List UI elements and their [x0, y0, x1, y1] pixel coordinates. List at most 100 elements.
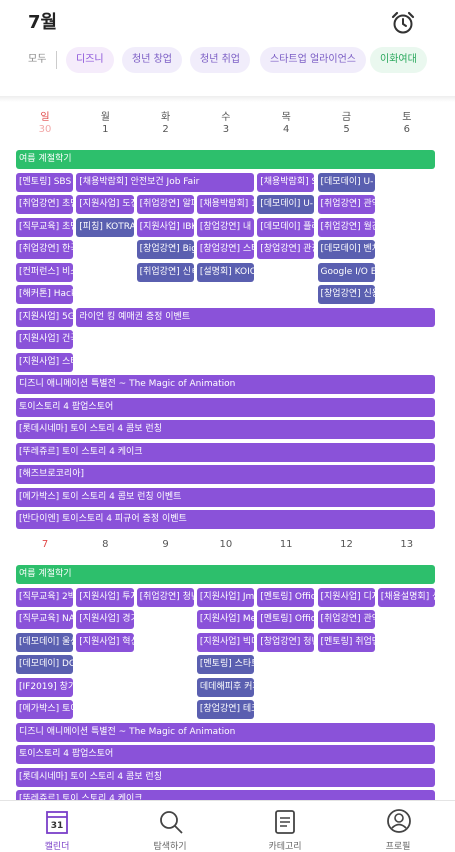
date-label: 30: [38, 124, 52, 135]
event-bar[interactable]: [멘토링] Offic: [257, 610, 315, 629]
event-bar[interactable]: [지원사업] 도전: [76, 195, 134, 214]
event-bar[interactable]: 토이스토리 4 팝업스토어: [16, 397, 436, 417]
event-bar[interactable]: [채용박람회] 1: [196, 195, 255, 214]
weekday-label: 화: [160, 112, 171, 123]
event-bar[interactable]: [취업강연] 관악: [317, 610, 375, 629]
event-bar[interactable]: [창업강연] 테크: [196, 700, 255, 719]
weekday-label: 수: [221, 112, 231, 123]
event-bar[interactable]: [데모데이] 벤처: [317, 240, 375, 259]
date-label: 11: [279, 539, 293, 550]
event-bar[interactable]: 여름 계절학기: [16, 565, 436, 584]
event-bar[interactable]: [데모데이] 울산: [16, 632, 74, 652]
date-label: 8: [102, 539, 109, 550]
event-bar[interactable]: [직무교육] 2박: [16, 587, 74, 607]
event-bar[interactable]: [메가박스] 토이: [16, 700, 74, 719]
event-bar[interactable]: [멘토링] SBS 1: [16, 172, 74, 192]
event-bar[interactable]: [취업강연] 초단: [16, 195, 74, 214]
event-bar[interactable]: [지원사업] 스타: [16, 352, 74, 372]
event-bar[interactable]: [지원사업] 빅데: [196, 632, 255, 652]
event-bar[interactable]: 라이언 킹 예매권 증정 이벤트: [76, 307, 436, 327]
filter-chip[interactable]: 청년 취업: [190, 47, 250, 73]
event-bar[interactable]: [데모데이] U-: [257, 195, 315, 214]
event-bar[interactable]: [해커톤] Hack: [16, 285, 74, 304]
event-bar[interactable]: [반다이엔] 토이스토리 4 피규어 증정 이벤트: [16, 510, 436, 529]
event-bar[interactable]: [직무교육] 초민: [16, 217, 74, 237]
search-icon[interactable]: [158, 809, 184, 835]
event-bar[interactable]: [컨퍼런스] 비스: [16, 262, 74, 282]
filter-chip[interactable]: 청년 창업: [122, 47, 182, 73]
filter-divider: [56, 51, 57, 69]
nav-label[interactable]: 프로필: [385, 842, 411, 852]
date-label: 13: [400, 539, 414, 550]
date-label: 4: [283, 124, 290, 135]
event-bar[interactable]: 데데해피후 커피: [196, 677, 255, 697]
weekday-label: 토: [402, 112, 412, 123]
event-bar[interactable]: Google I/O Ex: [317, 262, 375, 282]
event-bar[interactable]: [데모데이] 플라: [257, 217, 315, 237]
event-bar[interactable]: [데모데이] DG: [16, 655, 74, 674]
event-bar[interactable]: [지원사업] IBK: [136, 217, 194, 237]
event-bar[interactable]: [직무교육] NAV: [16, 610, 74, 629]
event-bar[interactable]: [창업강연] 내: [196, 217, 255, 237]
event-bar[interactable]: [데모데이] U-: [317, 172, 375, 192]
event-bar[interactable]: [취업강연] 관악: [317, 195, 375, 214]
date-label: 10: [219, 539, 233, 550]
event-bar[interactable]: [지원사업] Jmi: [196, 587, 255, 607]
filter-chip[interactable]: 모두: [18, 47, 57, 73]
event-bar[interactable]: [채용박람회] 안전보건 Job Fair: [76, 172, 255, 192]
event-bar[interactable]: [지원사업] 5G: [16, 307, 74, 327]
nav-label[interactable]: 캘린더: [44, 842, 70, 852]
filter-chip[interactable]: 스타트업 얼라이언스: [260, 47, 366, 73]
event-bar[interactable]: [창업강연] 스타: [196, 240, 255, 259]
filter-chip[interactable]: 디즈니: [66, 47, 114, 73]
event-bar[interactable]: 디즈니 애니메이션 특별전 ~ The Magic of Animation: [16, 722, 436, 742]
nav-label[interactable]: 카테고리: [268, 842, 302, 852]
event-bar[interactable]: [지원사업] 혁신: [76, 632, 134, 652]
event-bar[interactable]: [채용설명회] 신: [377, 587, 436, 607]
event-bar[interactable]: [창업강연] 청년: [257, 632, 315, 652]
weekday-label: 월: [100, 112, 110, 123]
event-bar[interactable]: 여름 계절학기: [16, 150, 436, 169]
event-bar[interactable]: [멘토링] 스타트: [196, 655, 255, 674]
event-bar[interactable]: [채용박람회] S: [257, 172, 315, 192]
event-bar[interactable]: [메가박스] 토이 스토리 4 콤보 런칭 이벤트: [16, 487, 436, 507]
alarm-icon[interactable]: [390, 10, 416, 36]
event-bar[interactable]: [취업강연] 청년: [136, 587, 194, 607]
event-bar[interactable]: [지원사업] 건국: [16, 330, 74, 349]
event-bar[interactable]: [지원사업] 경기: [76, 610, 134, 629]
event-bar[interactable]: [롯데시네마] 토이 스토리 4 콤보 런칭: [16, 420, 436, 439]
weekday-label: 금: [341, 112, 352, 123]
event-bar[interactable]: 디즈니 애니메이션 특별전 ~ The Magic of Animation: [16, 375, 436, 394]
event-bar[interactable]: [창업강연] 관광: [257, 240, 315, 259]
event-bar[interactable]: [IF2019] 창기: [16, 677, 74, 697]
calendar-icon[interactable]: 31: [45, 809, 69, 835]
event-bar[interactable]: [롯데시네마] 토이 스토리 4 콤보 런칭: [16, 767, 436, 787]
event-bar[interactable]: [취업강연] 한국: [16, 240, 74, 259]
event-bar[interactable]: [취업강연] 신ㅌ: [136, 262, 194, 282]
event-bar[interactable]: [멘토링] 취업멘: [317, 632, 375, 652]
filter-chip[interactable]: 이화여대: [370, 47, 427, 73]
event-bar[interactable]: 토이스토리 4 팝업스토어: [16, 745, 436, 764]
event-bar[interactable]: [취업강연] 월간: [317, 217, 375, 237]
event-bar[interactable]: [설명회] KOIC: [196, 262, 255, 282]
nav-label[interactable]: 탐색하기: [153, 842, 187, 852]
event-bar[interactable]: [취업강연] 알파: [136, 195, 194, 214]
event-bar[interactable]: [지원사업] 디자: [317, 587, 375, 607]
weekday-label: 목: [281, 112, 291, 123]
date-label: 1: [102, 124, 109, 135]
event-bar[interactable]: [지원사업] 투자: [76, 587, 134, 607]
month-title: 7월: [28, 12, 58, 33]
profile-icon[interactable]: [386, 808, 412, 834]
event-bar[interactable]: [창업강연] 신용: [317, 285, 375, 304]
event-bar[interactable]: [멘토링] Offic: [257, 587, 315, 607]
date-label: 2: [162, 124, 169, 135]
event-bar[interactable]: [창업강연] Big: [136, 240, 194, 259]
event-bar[interactable]: [해즈브로코리아]: [16, 465, 436, 484]
date-label: 7: [41, 539, 49, 550]
event-bar[interactable]: [지원사업] Mer: [196, 610, 255, 629]
event-bar[interactable]: [피칭] KOTRA: [76, 217, 134, 237]
category-icon[interactable]: [273, 809, 297, 835]
date-label: 9: [162, 539, 169, 550]
event-bar[interactable]: [뚜레쥬르] 토이 스토리 4 케이크: [16, 442, 436, 462]
